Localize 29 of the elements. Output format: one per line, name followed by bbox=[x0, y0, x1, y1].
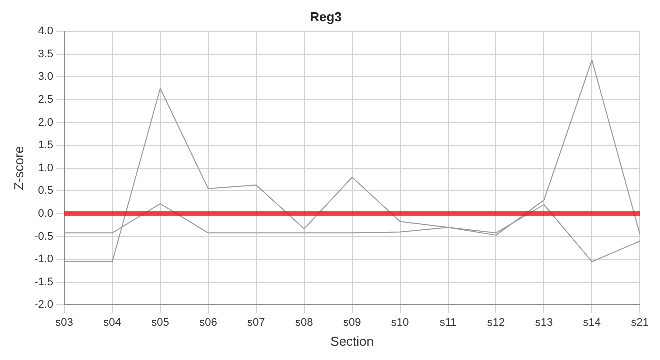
x-tick-label: s10 bbox=[391, 316, 410, 329]
x-tick-label: s06 bbox=[200, 316, 218, 329]
y-tick-label: 3.5 bbox=[38, 48, 54, 60]
y-tick-label: 1.5 bbox=[38, 140, 54, 152]
x-tick-label: s07 bbox=[248, 316, 266, 329]
y-tick-label: 0.5 bbox=[38, 185, 54, 198]
y-tick-label: 0.0 bbox=[38, 208, 54, 220]
y-tick-label: -1.0 bbox=[34, 254, 54, 266]
x-tick-label: s04 bbox=[104, 316, 122, 329]
y-tick-label: -1.5 bbox=[34, 276, 54, 288]
y-tick-label: -2.0 bbox=[34, 299, 54, 312]
y-tick-label: 1.0 bbox=[38, 162, 54, 174]
x-tick-label: s08 bbox=[296, 316, 314, 329]
x-tick-label: s12 bbox=[487, 316, 506, 329]
x-axis-title: Section bbox=[330, 334, 374, 349]
x-tick-label: s21 bbox=[631, 316, 650, 329]
y-axis-title: Z-score bbox=[11, 146, 26, 190]
x-tick-label: s09 bbox=[343, 316, 362, 329]
x-tick-label: s14 bbox=[583, 316, 602, 329]
x-tick-label: s03 bbox=[56, 316, 74, 329]
x-tick-label: s11 bbox=[440, 316, 457, 329]
x-tick-label: s05 bbox=[152, 316, 170, 329]
y-tick-label: 2.0 bbox=[38, 116, 54, 129]
chart-title: Reg3 bbox=[310, 9, 342, 24]
y-tick-label: 2.5 bbox=[38, 94, 54, 106]
x-tick-label: s13 bbox=[535, 316, 554, 329]
y-tick-label: 3.0 bbox=[38, 71, 54, 84]
y-tick-label: -0.5 bbox=[34, 230, 54, 243]
y-tick-label: 4.0 bbox=[38, 26, 54, 38]
